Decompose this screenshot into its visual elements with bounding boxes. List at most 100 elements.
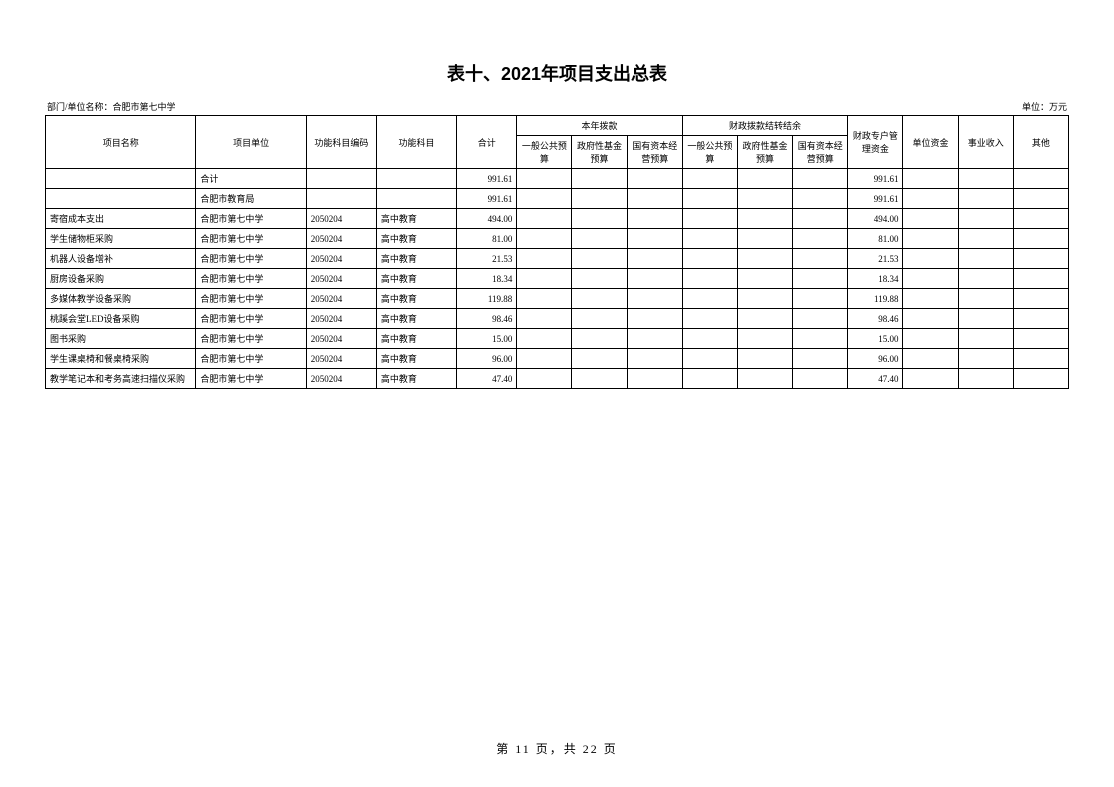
cell-fa: 991.61 bbox=[848, 169, 903, 189]
cell-c3 bbox=[627, 189, 682, 209]
cell-fa: 47.40 bbox=[848, 369, 903, 389]
cell-bi bbox=[958, 169, 1013, 189]
cell-c5 bbox=[737, 229, 792, 249]
cell-c6 bbox=[793, 189, 848, 209]
table-row: 合肥市教育局991.61991.61 bbox=[46, 189, 1069, 209]
cell-c1 bbox=[517, 189, 572, 209]
cell-bi bbox=[958, 369, 1013, 389]
cell-unit: 合肥市第七中学 bbox=[196, 289, 306, 309]
th-fiscal-acct: 财政专户管理资金 bbox=[848, 116, 903, 169]
expenditure-table: 项目名称 项目单位 功能科目编码 功能科目 合计 本年拨款 财政拨款结转结余 财… bbox=[45, 115, 1069, 389]
table-row: 厨房设备采购合肥市第七中学2050204高中教育18.3418.34 bbox=[46, 269, 1069, 289]
cell-oth bbox=[1013, 169, 1068, 189]
cell-c1 bbox=[517, 209, 572, 229]
cell-name: 多媒体教学设备采购 bbox=[46, 289, 196, 309]
cell-unit: 合肥市第七中学 bbox=[196, 269, 306, 289]
cell-unit: 合肥市第七中学 bbox=[196, 309, 306, 329]
cell-c2 bbox=[572, 169, 627, 189]
cell-code bbox=[306, 169, 376, 189]
unit-label: 单位：万元 bbox=[1022, 100, 1067, 113]
cell-c1 bbox=[517, 229, 572, 249]
cell-total: 21.53 bbox=[457, 249, 517, 269]
cell-uf bbox=[903, 269, 958, 289]
cell-c2 bbox=[572, 189, 627, 209]
th-gov-fund-2: 政府性基金预算 bbox=[737, 136, 792, 169]
cell-unit: 合肥市第七中学 bbox=[196, 329, 306, 349]
cell-oth bbox=[1013, 369, 1068, 389]
cell-code: 2050204 bbox=[306, 209, 376, 229]
cell-fa: 81.00 bbox=[848, 229, 903, 249]
cell-subj: 高中教育 bbox=[376, 229, 456, 249]
cell-c5 bbox=[737, 269, 792, 289]
cell-c3 bbox=[627, 249, 682, 269]
cell-c4 bbox=[682, 369, 737, 389]
th-biz-income: 事业收入 bbox=[958, 116, 1013, 169]
cell-c2 bbox=[572, 349, 627, 369]
table-row: 多媒体教学设备采购合肥市第七中学2050204高中教育119.88119.88 bbox=[46, 289, 1069, 309]
cell-unit: 合肥市教育局 bbox=[196, 189, 306, 209]
cell-subj: 高中教育 bbox=[376, 329, 456, 349]
cell-name: 寄宿成本支出 bbox=[46, 209, 196, 229]
cell-oth bbox=[1013, 329, 1068, 349]
cell-name: 图书采购 bbox=[46, 329, 196, 349]
cell-unit: 合肥市第七中学 bbox=[196, 369, 306, 389]
cell-code: 2050204 bbox=[306, 269, 376, 289]
cell-total: 494.00 bbox=[457, 209, 517, 229]
cell-oth bbox=[1013, 189, 1068, 209]
cell-c4 bbox=[682, 269, 737, 289]
cell-name: 学生课桌椅和餐桌椅采购 bbox=[46, 349, 196, 369]
cell-oth bbox=[1013, 309, 1068, 329]
cell-code: 2050204 bbox=[306, 249, 376, 269]
cell-c6 bbox=[793, 269, 848, 289]
cell-subj: 高中教育 bbox=[376, 349, 456, 369]
cell-oth bbox=[1013, 289, 1068, 309]
cell-code bbox=[306, 189, 376, 209]
cell-c3 bbox=[627, 369, 682, 389]
cell-c5 bbox=[737, 169, 792, 189]
th-state-cap-2: 国有资本经营预算 bbox=[793, 136, 848, 169]
cell-subj: 高中教育 bbox=[376, 289, 456, 309]
th-total: 合计 bbox=[457, 116, 517, 169]
cell-unit: 合肥市第七中学 bbox=[196, 349, 306, 369]
cell-total: 81.00 bbox=[457, 229, 517, 249]
cell-subj: 高中教育 bbox=[376, 209, 456, 229]
cell-name: 桃蹊会堂LED设备采购 bbox=[46, 309, 196, 329]
cell-c6 bbox=[793, 229, 848, 249]
th-project-name: 项目名称 bbox=[46, 116, 196, 169]
cell-total: 991.61 bbox=[457, 169, 517, 189]
cell-c1 bbox=[517, 169, 572, 189]
cell-code: 2050204 bbox=[306, 309, 376, 329]
cell-total: 96.00 bbox=[457, 349, 517, 369]
th-func-code: 功能科目编码 bbox=[306, 116, 376, 169]
cell-subj: 高中教育 bbox=[376, 309, 456, 329]
cell-bi bbox=[958, 309, 1013, 329]
table-row: 桃蹊会堂LED设备采购合肥市第七中学2050204高中教育98.4698.46 bbox=[46, 309, 1069, 329]
cell-c6 bbox=[793, 209, 848, 229]
cell-c5 bbox=[737, 349, 792, 369]
cell-c4 bbox=[682, 309, 737, 329]
table-row: 寄宿成本支出合肥市第七中学2050204高中教育494.00494.00 bbox=[46, 209, 1069, 229]
cell-c1 bbox=[517, 329, 572, 349]
cell-bi bbox=[958, 349, 1013, 369]
th-other: 其他 bbox=[1013, 116, 1068, 169]
cell-subj: 高中教育 bbox=[376, 269, 456, 289]
cell-bi bbox=[958, 189, 1013, 209]
cell-total: 18.34 bbox=[457, 269, 517, 289]
cell-c5 bbox=[737, 189, 792, 209]
cell-unit: 合肥市第七中学 bbox=[196, 229, 306, 249]
cell-c3 bbox=[627, 229, 682, 249]
cell-c6 bbox=[793, 349, 848, 369]
table-row: 合计991.61991.61 bbox=[46, 169, 1069, 189]
cell-uf bbox=[903, 169, 958, 189]
cell-code: 2050204 bbox=[306, 369, 376, 389]
cell-bi bbox=[958, 209, 1013, 229]
cell-c2 bbox=[572, 369, 627, 389]
cell-c2 bbox=[572, 249, 627, 269]
page-title: 表十、2021年项目支出总表 bbox=[45, 60, 1069, 86]
cell-c1 bbox=[517, 289, 572, 309]
cell-subj: 高中教育 bbox=[376, 249, 456, 269]
cell-c4 bbox=[682, 349, 737, 369]
cell-fa: 21.53 bbox=[848, 249, 903, 269]
cell-c6 bbox=[793, 369, 848, 389]
cell-fa: 119.88 bbox=[848, 289, 903, 309]
